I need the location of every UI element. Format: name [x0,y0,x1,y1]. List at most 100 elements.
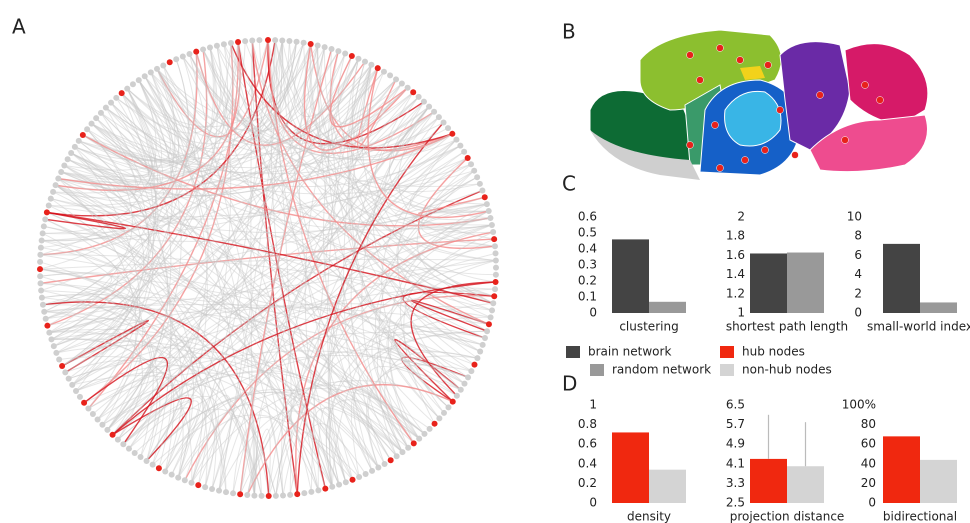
legend-label: brain network [588,345,671,359]
node [369,468,375,474]
y-tick-label: 0.4 [578,242,597,256]
bar [920,302,957,313]
y-tick-label: 1.2 [726,286,745,300]
y-tick-label: 2 [737,210,745,224]
node [493,265,499,271]
node [493,272,499,278]
node [486,208,492,214]
node [427,426,433,432]
node [136,77,142,83]
y-tick-label: 0.3 [578,258,597,272]
node [144,458,150,464]
y-tick-label: 6 [854,248,862,262]
y-tick-label: 40 [861,456,876,470]
node [46,202,52,208]
node [200,46,206,52]
node [393,76,399,82]
node [237,491,243,497]
x-category-label: small-world index [867,320,970,334]
node [230,490,236,496]
page: {"panels": ["A", "B", "C", "D"], "chart_… [0,0,970,523]
node [115,437,121,443]
node [209,486,215,492]
node [474,355,480,361]
node [56,356,62,362]
y-tick-label: 20 [861,476,876,490]
node [108,100,114,106]
bar [883,244,920,313]
node [493,257,499,263]
node [216,488,222,494]
node [148,69,154,75]
node [445,404,451,410]
bar [612,239,649,313]
node [175,475,181,481]
node [173,56,179,62]
node [362,59,368,65]
node [162,469,168,475]
node [461,149,467,155]
node [73,388,79,394]
node [46,330,52,336]
node [431,109,437,115]
node [273,493,279,499]
node [110,432,116,438]
legend-swatch [720,364,734,376]
node [436,415,442,421]
panel-label: B [562,20,576,44]
node [315,487,321,493]
node [492,243,498,249]
node [350,477,356,483]
node [99,422,105,428]
node [465,155,471,161]
node [432,421,438,427]
node [405,445,411,451]
node [416,436,422,442]
y-tick-label: 5.7 [726,417,745,431]
panel-label: C [562,172,576,196]
y-tick-label: 0.2 [578,476,597,490]
node [468,368,474,374]
node [280,493,286,499]
node [471,362,477,368]
node [493,250,499,256]
node [488,314,494,320]
node [458,387,464,393]
x-category-label: shortest path length [726,320,848,334]
node [251,493,257,499]
legend-label: random network [612,363,711,377]
node [484,328,490,334]
bar [750,459,787,503]
node [445,125,451,131]
node [471,168,477,174]
bar [920,460,957,503]
node [182,477,188,483]
node [489,307,495,313]
y-tick-label: 0 [868,496,876,510]
node [40,230,46,236]
node [142,73,148,79]
node [150,462,156,468]
node [37,266,43,272]
node [242,38,248,44]
node [195,482,201,488]
node [342,50,348,56]
node [48,196,54,202]
y-tick-label: 3.3 [726,476,745,490]
node [37,259,43,265]
node [308,41,314,47]
node [126,446,132,452]
node [244,492,250,498]
node [329,46,335,52]
node [223,489,229,495]
node [329,484,335,490]
node [322,486,328,492]
node [44,209,50,215]
node [89,121,95,127]
y-tick-label: 6.5 [726,398,745,412]
panel-label: A [12,15,26,39]
node [421,99,427,105]
network-diagram [37,37,499,499]
node [180,54,186,60]
x-category-label: density [627,510,671,523]
